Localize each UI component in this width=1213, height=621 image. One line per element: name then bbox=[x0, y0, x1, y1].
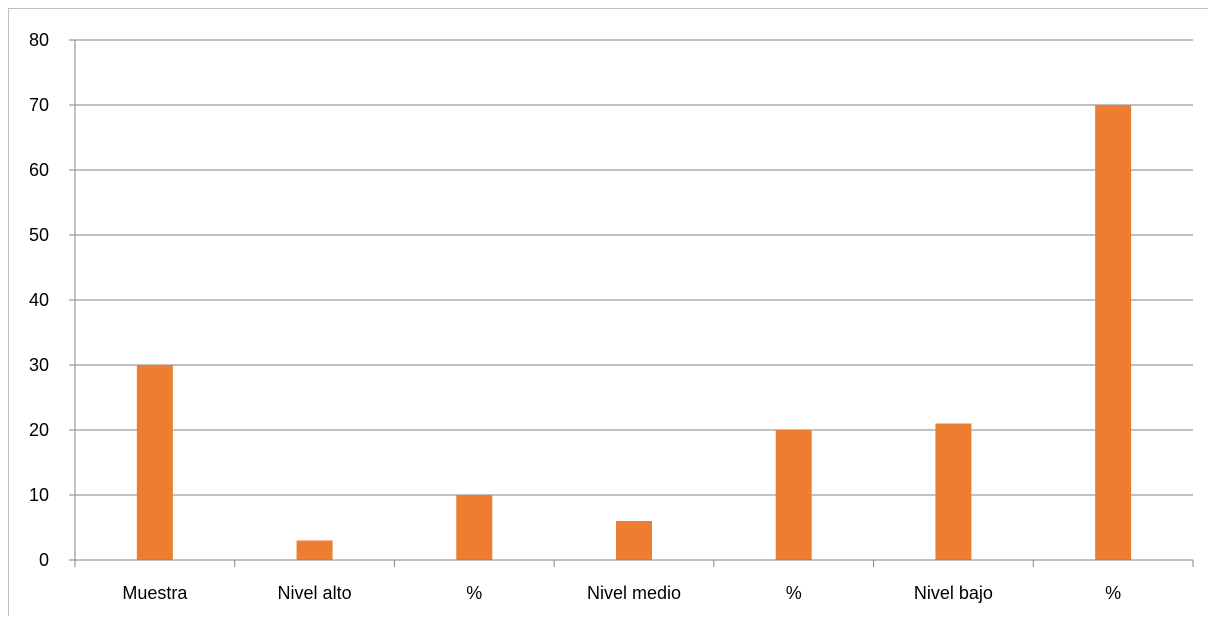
y-tick-label: 50 bbox=[29, 225, 49, 245]
y-tick-label: 40 bbox=[29, 290, 49, 310]
x-tick-label: % bbox=[466, 583, 482, 603]
x-tick-label: % bbox=[1105, 583, 1121, 603]
bar bbox=[775, 430, 812, 560]
y-tick-label: 60 bbox=[29, 160, 49, 180]
x-tick-label: % bbox=[786, 583, 802, 603]
x-tick-label: Nivel medio bbox=[587, 583, 681, 603]
y-tick-label: 10 bbox=[29, 485, 49, 505]
y-tick-label: 80 bbox=[29, 30, 49, 50]
chart-frame bbox=[8, 8, 1208, 616]
bar bbox=[1095, 105, 1132, 560]
bar bbox=[136, 365, 173, 560]
bar bbox=[296, 540, 333, 560]
bar bbox=[456, 495, 493, 560]
x-tick-label: Muestra bbox=[122, 583, 188, 603]
bar bbox=[616, 521, 652, 560]
y-tick-label: 0 bbox=[39, 550, 49, 570]
bar bbox=[935, 423, 972, 560]
x-tick-label: Nivel alto bbox=[278, 583, 352, 603]
y-tick-label: 30 bbox=[29, 355, 49, 375]
y-tick-label: 70 bbox=[29, 95, 49, 115]
x-tick-label: Nivel bajo bbox=[914, 583, 993, 603]
y-tick-label: 20 bbox=[29, 420, 49, 440]
